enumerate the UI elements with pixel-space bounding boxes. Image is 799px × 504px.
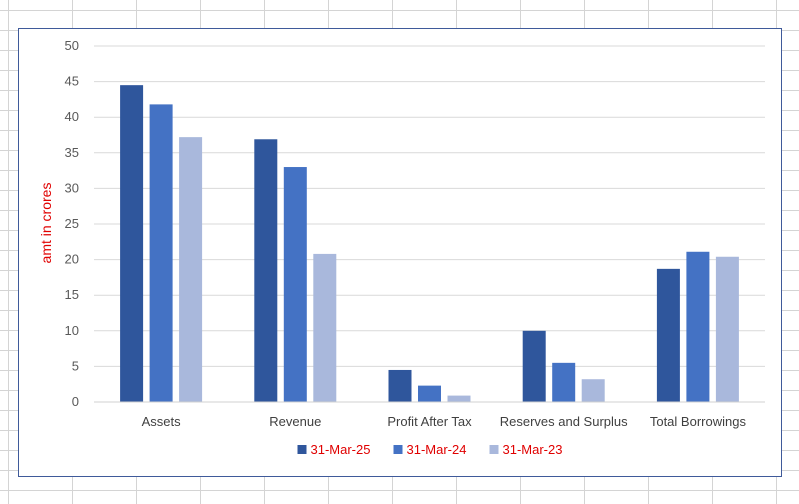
bar <box>686 251 710 402</box>
x-category-label: Assets <box>142 414 182 429</box>
bar <box>388 369 412 402</box>
bar <box>179 137 203 403</box>
x-axis-categories: Assets Revenue Profit After Tax Reserves an… <box>142 414 747 429</box>
bars <box>120 85 739 403</box>
y-tick-label: 5 <box>72 358 79 373</box>
legend-marker <box>489 445 499 454</box>
bar <box>715 256 739 402</box>
y-tick-label: 50 <box>65 38 79 53</box>
y-tick-label: 10 <box>65 323 79 338</box>
bar <box>656 268 680 402</box>
y-tick-label: 20 <box>65 252 79 267</box>
x-category-label: Total Borrowings <box>650 414 747 429</box>
bar-chart: 0 5 10 15 20 25 30 35 40 45 50 amt in crores Asset… <box>38 38 765 457</box>
bar <box>149 104 173 402</box>
bar <box>522 330 546 402</box>
legend-marker <box>297 445 307 454</box>
bar <box>418 385 441 402</box>
gridlines <box>94 45 765 367</box>
y-tick-label: 0 <box>72 394 79 409</box>
legend: 31-Mar-25 31-Mar-24 31-Mar-23 <box>297 442 563 457</box>
bar <box>581 379 605 402</box>
bar <box>283 167 307 402</box>
y-axis-ticks: 0 5 10 15 20 25 30 35 40 45 50 <box>65 38 79 409</box>
y-tick-label: 30 <box>65 180 79 195</box>
y-tick-label: 40 <box>65 109 79 124</box>
x-category-label: Revenue <box>269 414 321 429</box>
x-category-label: Reserves and Surplus <box>500 414 628 429</box>
bar <box>313 253 337 402</box>
y-tick-label: 35 <box>65 145 79 160</box>
bar <box>552 362 576 402</box>
bar <box>254 139 278 402</box>
legend-label: 31-Mar-24 <box>407 442 467 457</box>
legend-label: 31-Mar-25 <box>311 442 371 457</box>
legend-label: 31-Mar-23 <box>503 442 563 457</box>
chart-area: 0 5 10 15 20 25 30 35 40 45 50 amt in crores Asset… <box>18 28 782 477</box>
y-tick-label: 45 <box>65 74 79 89</box>
x-category-label: Profit After Tax <box>387 414 472 429</box>
y-axis-label: amt in crores <box>38 183 54 264</box>
y-tick-label: 15 <box>65 287 79 302</box>
y-tick-label: 25 <box>65 216 79 231</box>
legend-marker <box>393 445 403 454</box>
bar <box>447 395 471 402</box>
bar <box>120 85 144 402</box>
